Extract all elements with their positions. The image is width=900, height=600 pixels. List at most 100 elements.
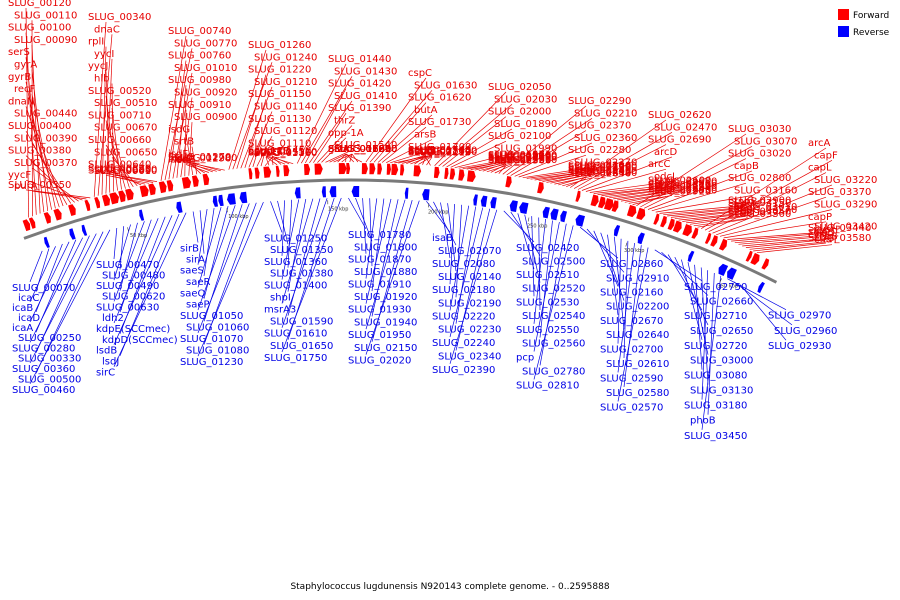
leader-line [554,175,593,185]
leader-line [369,90,433,163]
leader-line [569,119,667,188]
reverse-gene-label: SLUG_02590 [600,373,663,384]
scale-tick-label: 200 kbp [428,209,448,215]
reverse-gene-arrow [613,225,621,237]
reverse-gene-label: SLUG_01250 [264,233,327,244]
forward-gene-label: SLUG_03420 [814,222,877,233]
forward-gene-label: SLUG_02010 [488,152,551,163]
leader-line [365,198,392,304]
leader-line [753,242,827,252]
leader-line [593,230,619,287]
label-leader-lines [25,7,833,430]
leader-line [681,259,703,340]
leader-line [313,113,347,163]
leader-line [503,210,535,243]
reverse-gene-arrow [43,236,50,248]
forward-gene-label: cudT [814,235,839,246]
forward-gene-label: purA [14,181,38,192]
reverse-gene-label: SLUG_01050 [180,311,243,322]
leader-line [738,235,827,245]
forward-gene-label: gyrB [8,72,31,83]
reverse-gene-label: SLUG_02020 [348,356,411,367]
leader-line [586,228,625,273]
reverse-gene-label: SLUG_02710 [684,311,747,322]
forward-gene-label: SLUG_02800 [728,173,791,184]
leader-line [449,205,470,311]
leader-line [105,169,142,186]
leader-line [674,256,709,326]
forward-gene-label: SLUG_01510 [254,147,317,158]
leader-line [422,156,427,165]
forward-gene-label: SLUG_01120 [254,126,317,137]
forward-gene-label: SLUG_01210 [254,77,317,88]
leader-line [498,165,507,174]
leader-line [727,231,833,240]
reverse-gene-label: SLUG_01880 [354,267,417,278]
leader-line [573,131,673,189]
forward-gene-label: SLUG_00390 [14,133,77,144]
forward-gene-label: isdK [168,155,189,166]
forward-gene-label: SLUG_03030 [728,124,791,135]
leader-line [199,210,205,254]
leader-line [176,85,187,178]
leader-line [694,264,703,370]
reverse-gene-arrow [239,191,248,204]
forward-gene-arrow [660,215,667,228]
leader-line [607,234,619,315]
forward-gene-label: SLUG_00670 [94,123,157,134]
forward-gene-label: SLUG_02310 [494,155,557,166]
forward-gene-label: SLUG_02920 [648,187,711,198]
forward-gene-arrow [590,194,599,207]
forward-gene-label: SLUG_00980 [168,75,231,86]
leader-line [455,208,491,351]
forward-gene-label: SLUG_03300 [728,209,791,220]
leader-line [348,197,367,230]
map-caption: Staphylococcus lugdunensis N920143 compl… [290,582,609,592]
leader-line [647,170,753,210]
leader-line [585,168,667,192]
leader-line [390,151,427,164]
forward-gene-label: capD [734,208,760,219]
leader-line [265,157,270,166]
reverse-gene-arrow [490,197,497,209]
reverse-gene-arrow [69,228,76,240]
forward-gene-label: SLUG_01160 [254,148,317,159]
leader-line [617,238,622,344]
leader-line [265,155,294,165]
forward-gene-label: capL [808,163,832,174]
leader-line [185,164,209,173]
forward-gene-label: oxaA [574,164,599,175]
leader-line [531,216,535,297]
leader-line [533,222,560,352]
forward-gene-arrow [248,168,253,180]
forward-gene-label: yycI [94,49,114,60]
reverse-gene-label: SLUG_02510 [516,270,579,281]
forward-gene-arrow [611,200,619,212]
forward-gene-label: SLUG_02790 [654,181,717,192]
leader-line [365,200,420,355]
forward-gene-label: SLUG_00440 [14,109,77,120]
reverse-gene-label: SLUG_03450 [684,431,747,442]
scale-tick-label: 50 kbp [130,233,147,239]
leader-line [533,218,546,324]
leader-line [474,161,507,171]
reverse-gene-label: SLUG_01800 [354,242,417,253]
leader-line [29,229,111,384]
leader-line [449,209,498,364]
reverse-gene-label: lsdJ [102,357,119,368]
leader-line [29,233,97,364]
leader-line [309,100,353,164]
forward-gene-label: SLUG_01680 [328,144,391,155]
leader-line [119,222,138,291]
forward-gene-label: SLUG_01220 [248,65,311,76]
forward-gene-label: SLUG_03440 [808,223,871,234]
forward-gene-label: SLUG_00820 [88,164,151,175]
forward-gene-label: SLUG_00760 [168,51,231,62]
leader-line [365,199,406,330]
leader-line [449,207,484,338]
reverse-gene-arrow [575,214,585,227]
forward-gene-label: SLUG_01740 [408,145,471,156]
reverse-gene-label: SLUG_02750 [684,282,747,293]
forward-gene-arrow [68,204,76,216]
forward-gene-label: SLUG_02840 [654,183,717,194]
